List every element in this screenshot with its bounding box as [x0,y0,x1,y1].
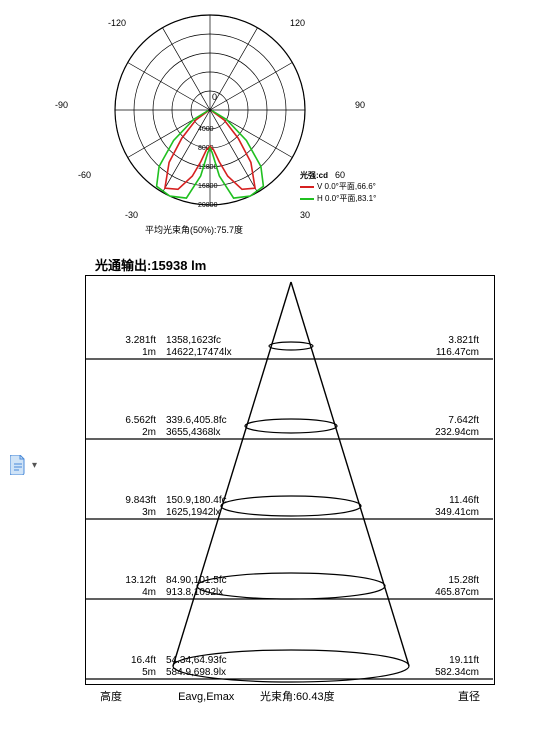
legend-row-0: V 0.0°平面,66.6° [300,181,376,192]
cone-row-0-elux: 14622,17474lx [166,347,232,358]
cone-row-4-eavg: 54.34,64.93fc [166,655,227,666]
legend-row-1: H 0.0°平面,83.1° [300,193,376,204]
cone-row-1-ft: 6.562ft [101,415,156,426]
cone-frame: 3.281ft1m 1358,1623fc14622,17474lx 3.821ft… [85,275,495,685]
cone-row-3-ft: 13.12ft [101,575,156,586]
col-height: 高度 [100,688,155,704]
svg-text:4000: 4000 [198,126,214,133]
cone-row-3-eavg: 84.90,101.5fc [166,575,227,586]
legend-swatch-1 [300,198,314,200]
cone-row-1-m: 2m [101,427,156,438]
cone-row-4-dcm: 582.34cm [435,667,479,678]
cone-row-2-ft: 9.843ft [101,495,156,506]
cone-row-3-dcm: 465.87cm [435,587,479,598]
axis-lbl-r: 90 [355,100,365,110]
polar-caption: 平均光束角(50%):75.7度 [145,223,243,236]
cone-title: 光通输出:15938 lm [95,255,206,274]
cone-row-4-m: 5m [101,667,156,678]
cone-row-2-m: 3m [101,507,156,518]
cone-row-1-eavg: 339.6,405.8fc [166,415,227,426]
cone-diagram: 光通输出:15938 lm 3.281ft1m 1358,1623fc14622,… [85,255,495,705]
axis-lbl-tl: -120 [108,18,126,28]
axis-lbl-bl: -30 [125,210,138,220]
legend-label-0: V 0.0°平面,66.6° [317,181,376,192]
page: ▾ 40008000128001680020800 平均光束角(50%):75.… [0,0,554,737]
legend-label-1: H 0.0°平面,83.1° [317,193,376,204]
axis-lbl-lr: 60 [335,170,345,180]
cone-row-4-ft: 16.4ft [101,655,156,666]
col-mid: Eavg,Emax [178,691,234,703]
cone-row-1-dft: 7.642ft [448,415,479,426]
col-beam: 光束角:60.43度 [260,688,335,704]
cone-row-0-m: 1m [101,347,156,358]
cone-row-1-dcm: 232.94cm [435,427,479,438]
cone-row-0-dcm: 116.47cm [436,347,479,358]
cone-row-2-eavg: 150.9,180.4fc [166,495,227,506]
svg-text:12800: 12800 [198,164,218,171]
document-icon[interactable]: ▾ [10,455,37,475]
axis-lbl-l: -90 [55,100,68,110]
cone-row-0-ft: 3.281ft [101,335,156,346]
svg-text:20800: 20800 [198,202,218,209]
cone-row-3-elux: 913.8,1092lx [166,587,223,598]
col-diameter: 直径 [458,688,480,704]
axis-lbl-ll: -60 [78,170,91,180]
cone-row-4-dft: 19.11ft [449,655,479,666]
cone-row-1-elux: 3655,4368lx [166,427,221,438]
axis-lbl-b: 0 [212,92,217,102]
cone-row-3-m: 4m [101,587,156,598]
axis-lbl-tr: 120 [290,18,305,28]
axis-lbl-br: 30 [300,210,310,220]
legend-swatch-0 [300,186,314,188]
cone-footer: 高度 Eavg,Emax 光束角:60.43度 直径 [85,688,495,704]
svg-text:16800: 16800 [198,183,218,190]
chevron-down-icon: ▾ [32,460,37,471]
cone-row-4-elux: 584.9,698.9lx [166,667,226,678]
cone-row-2-dft: 11.46ft [449,495,479,506]
cone-row-2-elux: 1625,1942lx [166,507,221,518]
cone-row-0-dft: 3.821ft [448,335,479,346]
cone-row-3-dft: 15.28ft [448,575,479,586]
file-icon [10,455,26,475]
cone-row-2-dcm: 349.41cm [435,507,479,518]
cone-row-0-eavg: 1358,1623fc [166,335,221,346]
